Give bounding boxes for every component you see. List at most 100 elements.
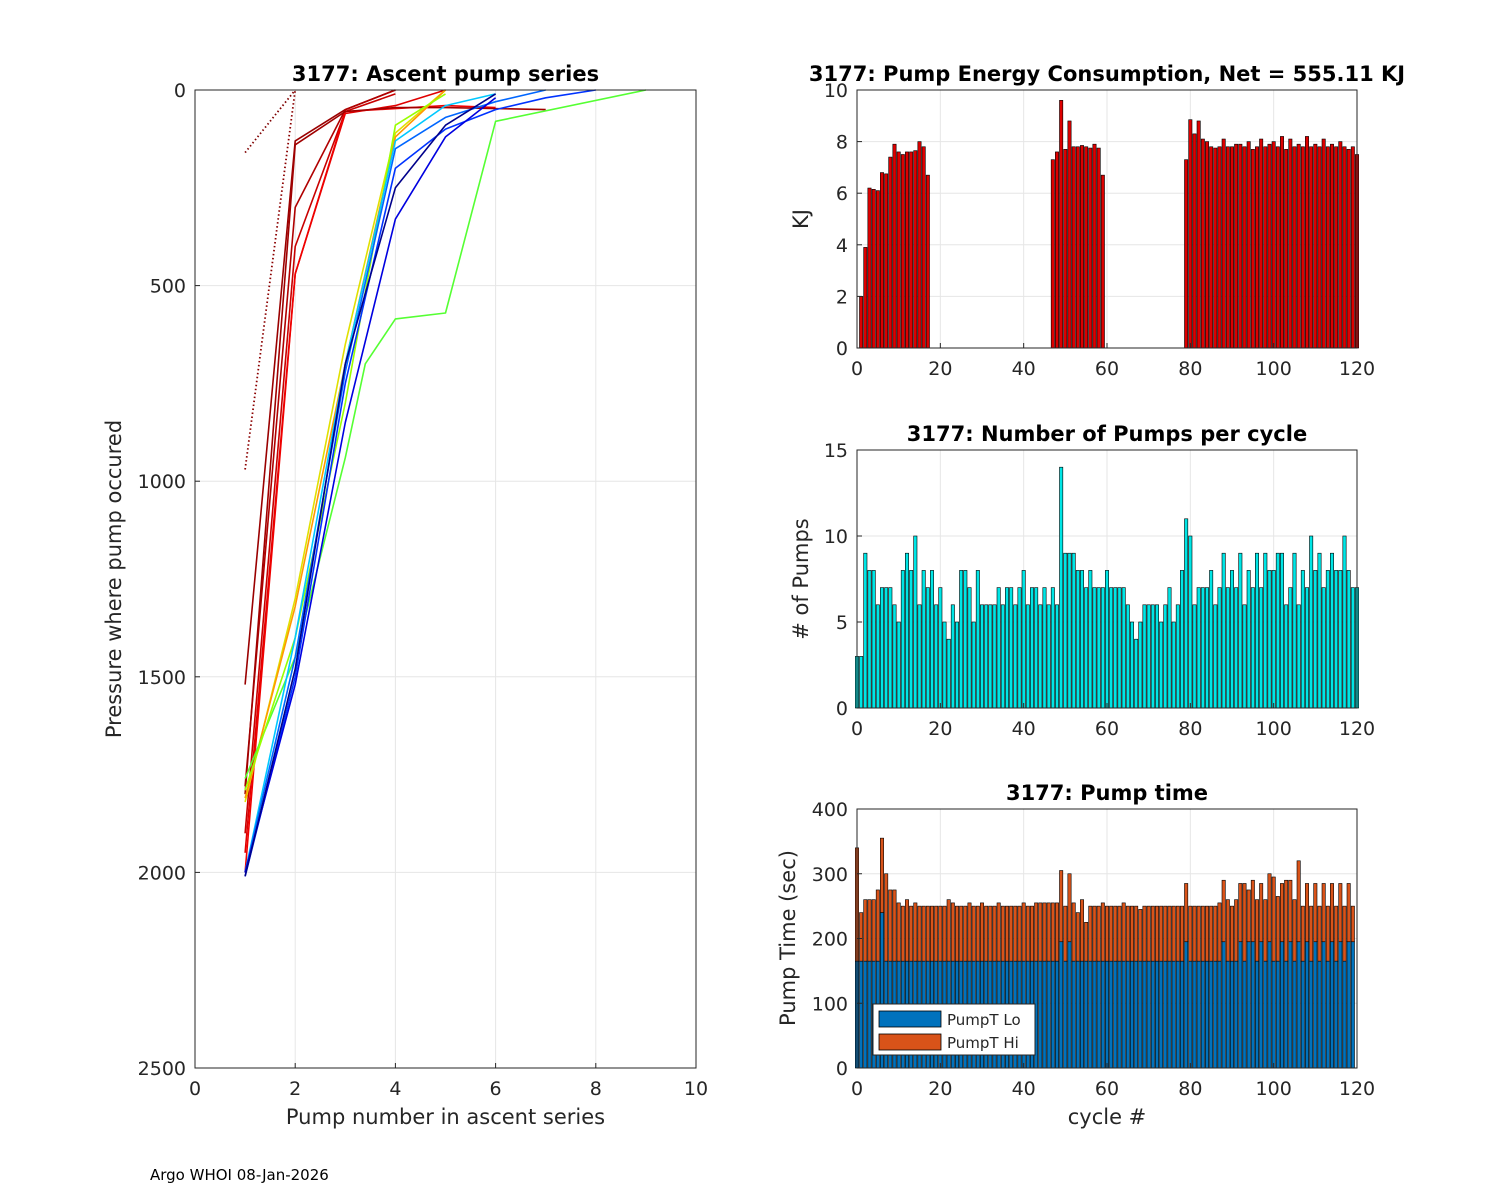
pumps-bar <box>942 621 947 709</box>
ascent-pump-series-plot: 0 2 4 6 8 10 0 500 1000 1500 2000 2500 3177: Ascent… <box>102 62 708 1129</box>
pumptime-bar-hi <box>863 899 868 962</box>
pumptime-bar-lo <box>1309 960 1314 1069</box>
pumptime-bar-lo <box>1217 960 1222 1069</box>
pumps-bar <box>871 570 876 709</box>
footer-credit: Argo WHOI 08-Jan-2026 <box>150 1166 329 1184</box>
pumptime-bar-hi <box>1075 912 1080 962</box>
pumptime-bar-hi <box>1092 905 1097 962</box>
pumptime-bar-hi <box>1309 905 1314 962</box>
energy-bar <box>1313 143 1318 349</box>
pumps-bar <box>1025 604 1030 709</box>
pumps-bar <box>1130 621 1134 709</box>
pumptime-bar-hi <box>1175 905 1180 962</box>
pumps-bar <box>1150 604 1155 709</box>
pumptime-legend: PumpT Lo PumpT Hi <box>872 1003 1036 1056</box>
energy-bar <box>880 172 884 349</box>
pumps-bar <box>892 604 897 709</box>
pumps-bar <box>896 621 901 709</box>
pumptime-bar-lo <box>1071 960 1076 1069</box>
pumps-bar <box>1267 570 1272 709</box>
legend-label-lo: PumpT Lo <box>947 1011 1021 1029</box>
pumptime-bar-lo <box>1325 960 1330 1069</box>
pumptime-bar-lo <box>1338 941 1343 1069</box>
pumptime-bar-hi <box>871 899 876 962</box>
pumptime-bar-lo <box>1055 960 1059 1069</box>
energy-bar <box>1238 143 1243 349</box>
pumptime-bar-hi <box>950 902 955 962</box>
energy-bar <box>1192 133 1197 349</box>
pumptime-bar-lo <box>1184 941 1189 1069</box>
pumptime-bar-hi <box>1130 905 1134 962</box>
pumptime-bar-hi <box>1221 879 1226 943</box>
pumps-bar <box>946 638 951 709</box>
pumptime-bar-lo <box>1271 960 1276 1069</box>
pumps-bar <box>1080 570 1084 709</box>
pumps-bar <box>1063 552 1068 709</box>
energy-bar <box>1217 146 1222 349</box>
pumps-bar <box>1075 570 1080 709</box>
pumptime-bar-lo <box>1275 960 1280 1069</box>
pumptime-bar-hi <box>900 905 905 962</box>
pumps-bar <box>1255 552 1259 709</box>
pumptime-bar-lo <box>1250 941 1255 1069</box>
pumptime-bar-lo <box>1175 960 1180 1069</box>
pumptime-bar-hi <box>1063 905 1068 962</box>
pumps-bar <box>934 604 939 709</box>
pumps-bar <box>880 587 884 709</box>
energy-bar <box>1300 146 1305 349</box>
energy-bar <box>1280 136 1284 349</box>
pumptime-bar-hi <box>905 899 909 962</box>
pumps-bar <box>1213 604 1218 709</box>
pumps-ytick-label: 0 <box>836 698 848 720</box>
pumptime-bar-hi <box>1246 889 1251 943</box>
pumps-bar <box>925 587 930 709</box>
pumps-bar <box>930 570 934 709</box>
pumps-bar <box>1288 587 1293 709</box>
pumptime-bar-hi <box>963 905 968 962</box>
ascent-y-axis-label: Pressure where pump occured <box>102 420 126 738</box>
pumps-bar <box>1280 552 1284 709</box>
pumps-bar <box>913 535 918 709</box>
pumps-bar <box>867 570 872 709</box>
energy-bar <box>884 173 889 349</box>
pumps-bar <box>1038 604 1043 709</box>
energy-bar <box>1088 147 1093 349</box>
pumps-y-axis-label: # of Pumps <box>789 518 813 640</box>
pumps-bar <box>909 570 914 709</box>
pumptime-bar-lo <box>1038 960 1043 1069</box>
energy-bar <box>1100 174 1105 349</box>
pumptime-bar-hi <box>1192 905 1197 962</box>
pumptime-bar-hi <box>959 905 964 962</box>
pumptime-bar-hi <box>1134 905 1139 962</box>
energy-bar <box>1067 120 1072 349</box>
pumptime-bar-lo <box>1050 960 1055 1069</box>
pumptime-ytick-label: 100 <box>812 993 848 1015</box>
energy-bar <box>1184 159 1189 349</box>
pumptime-bar-hi <box>888 889 893 962</box>
pumps-bar <box>1155 604 1159 709</box>
pumps-bar <box>917 604 922 709</box>
pumptime-bar-hi <box>930 905 934 962</box>
pumptime-bar-hi <box>1259 883 1264 943</box>
pumptime-bar-hi <box>1238 883 1243 943</box>
pumptime-xtick-label: 100 <box>1256 1078 1292 1100</box>
ascent-xtick-label: 10 <box>684 1078 708 1100</box>
pumptime-bar-hi <box>942 905 947 962</box>
pumptime-bar-hi <box>1296 860 1301 943</box>
pumps-title: 3177: Number of Pumps per cycle <box>907 422 1307 446</box>
pumptime-bar-lo <box>1075 960 1080 1069</box>
pumptime-bar-lo <box>1225 960 1230 1069</box>
pump-time-plot: 0 20 40 60 80 100 120 0 100 200 300 400 3177: Pump … <box>776 781 1375 1129</box>
pumps-xtick-label: 40 <box>1012 718 1036 740</box>
pumptime-bar-hi <box>992 905 997 962</box>
pumptime-bar-hi <box>1263 899 1268 962</box>
energy-bar <box>1250 149 1255 349</box>
energy-bar <box>1213 147 1218 349</box>
pumps-bar <box>1000 604 1005 709</box>
pumptime-bar-lo <box>859 960 864 1069</box>
energy-bar <box>1296 143 1301 349</box>
pumptime-bar-lo <box>1205 960 1209 1069</box>
energy-bar <box>1188 119 1193 349</box>
ascent-series-line-early-8 <box>244 106 546 795</box>
pumptime-bar-hi <box>859 912 864 962</box>
